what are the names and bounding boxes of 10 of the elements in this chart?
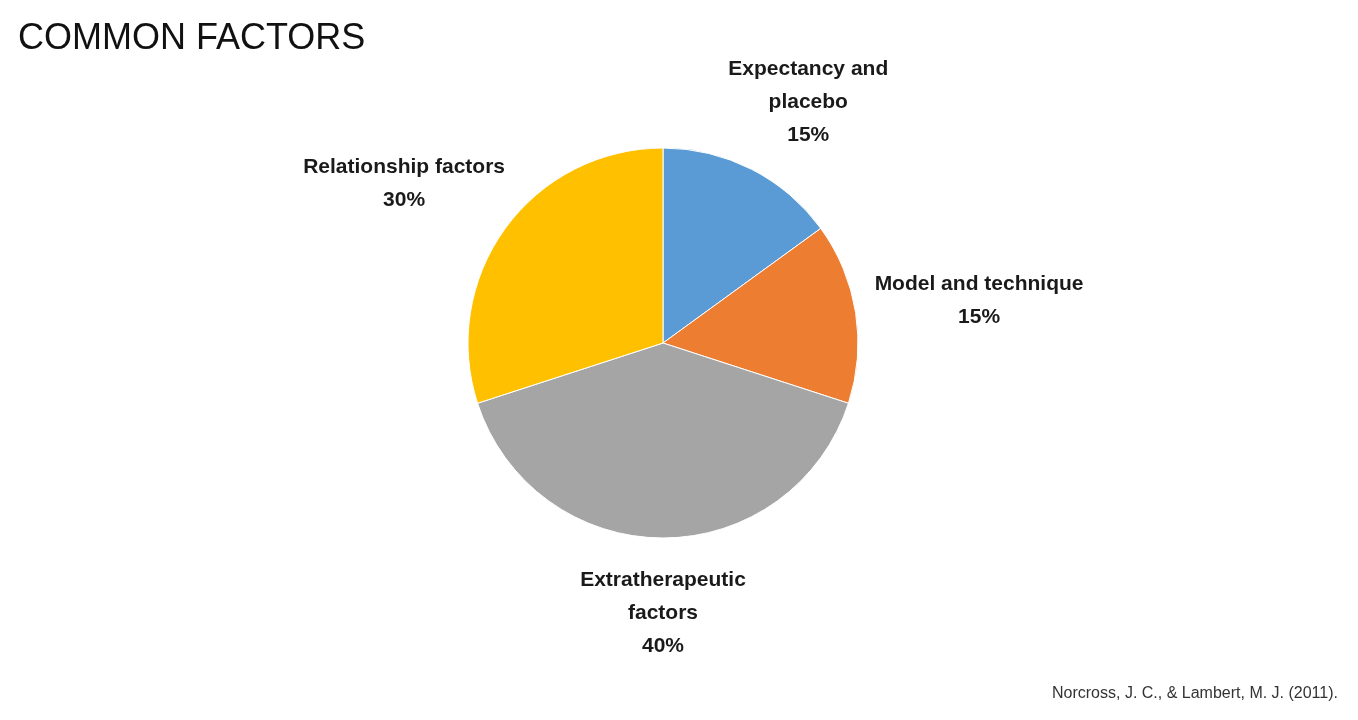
data-label: 30% [383, 187, 426, 211]
slice-label: Relationship factors [303, 154, 506, 178]
data-label: 15% [958, 303, 1001, 327]
slice-label: Model and technique [874, 270, 1084, 294]
chart-title: COMMON FACTORS [18, 16, 366, 58]
data-label: 40% [641, 632, 685, 656]
slice-label: Expectancy and placebo [728, 55, 889, 112]
slice-label: Extratherapeutic factors [580, 566, 747, 623]
data-label: 15% [787, 121, 830, 145]
text: Norcross, J. C., & Lambert, M. J. (2011). [1052, 684, 1338, 702]
